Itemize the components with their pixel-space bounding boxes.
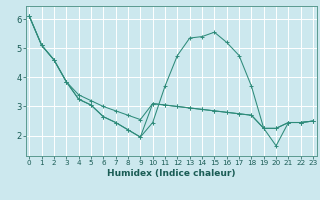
X-axis label: Humidex (Indice chaleur): Humidex (Indice chaleur) [107,169,236,178]
